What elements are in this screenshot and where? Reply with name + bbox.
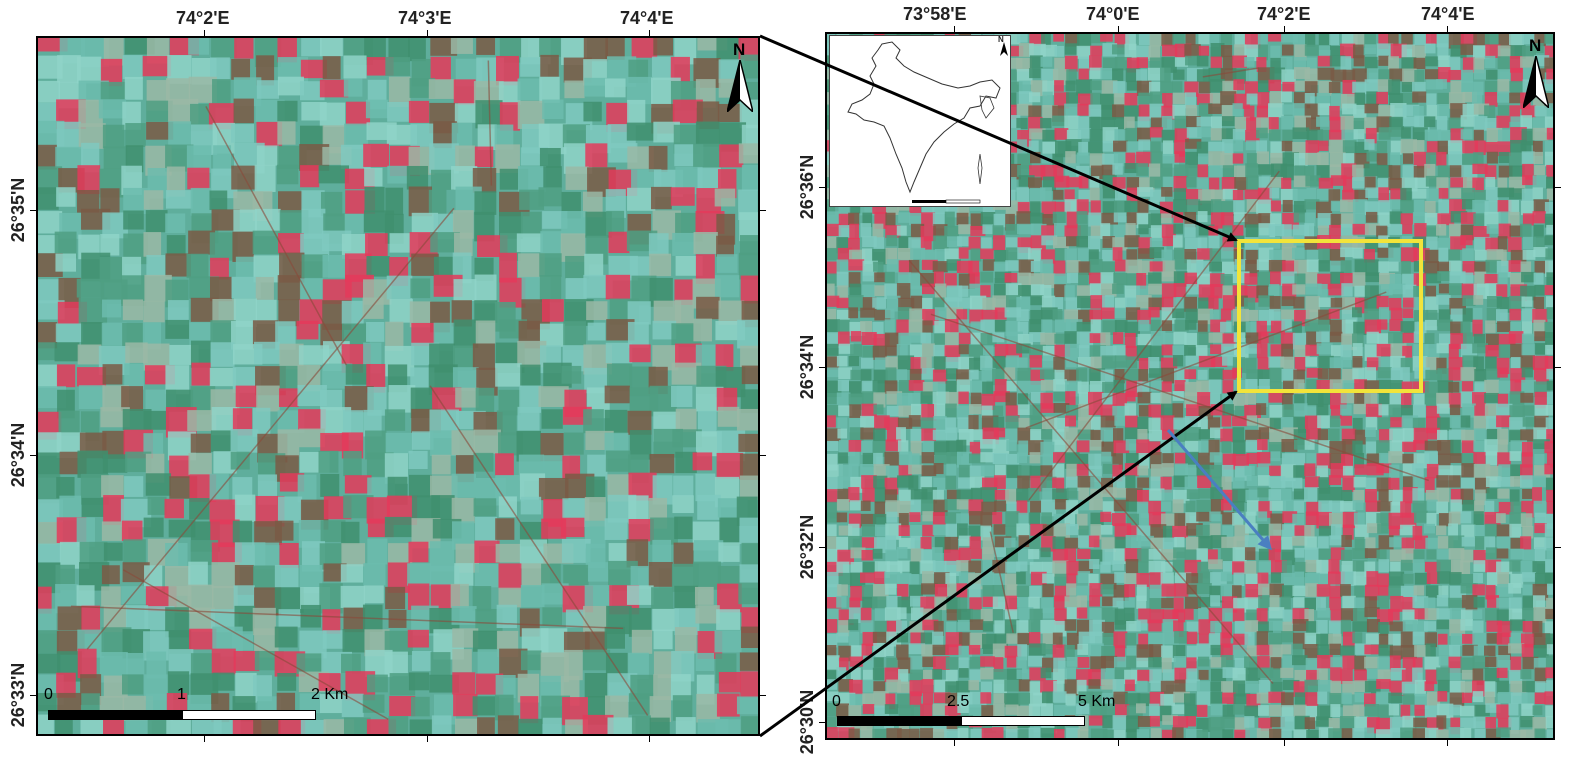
right-scale-mid: 2.5 [947, 693, 970, 710]
right-scale-end: 5 Km [1078, 693, 1116, 710]
india-outline-map [847, 41, 1008, 204]
right-right-tick-mark [1555, 367, 1561, 368]
right-scale-bar-dark [837, 716, 961, 726]
left-top-tick-mark [427, 30, 428, 36]
left-side-tick-3: 26°33'N [8, 662, 28, 728]
right-side-tick-mark [819, 367, 825, 368]
right-top-tick-mark [1284, 26, 1285, 32]
right-bottom-tick-mark [1118, 740, 1119, 746]
left-top-tick-1: 74°2'E [176, 8, 230, 28]
right-top-tick-2: 74°0'E [1086, 4, 1140, 24]
right-side-tick-2: 26°34'N [797, 334, 817, 400]
left-side-tick-mark [30, 695, 36, 696]
left-scale-bar-dark [48, 710, 182, 720]
right-right-tick-mark [1555, 547, 1561, 548]
right-top-tick-4: 74°4'E [1421, 4, 1475, 24]
right-bottom-tick-mark [1447, 740, 1448, 746]
right-north-arrow-icon [1523, 56, 1549, 108]
left-side-tick-1: 26°35'N [8, 177, 28, 243]
right-top-tick-mark [1118, 26, 1119, 32]
left-north-label: N [733, 40, 746, 59]
left-bottom-tick-mark [649, 736, 650, 742]
left-top-tick-3: 74°4'E [620, 8, 674, 28]
right-top-tick-mark [954, 26, 955, 32]
right-side-tick-mark [819, 722, 825, 723]
right-side-tick-1: 26°36'N [797, 154, 817, 220]
right-right-tick-mark [1555, 187, 1561, 188]
left-scale-end: 2 Km [311, 686, 349, 703]
left-right-tick-mark [760, 210, 766, 211]
left-satellite-image [38, 38, 758, 734]
left-top-tick-mark [649, 30, 650, 36]
right-top-tick-1: 73°58'E [903, 4, 967, 24]
right-side-tick-3: 26°32'N [797, 514, 817, 580]
left-map-frame [36, 36, 760, 736]
right-north-label: N [1529, 36, 1542, 55]
right-bottom-tick-mark [954, 740, 955, 746]
right-top-tick-3: 74°2'E [1257, 4, 1311, 24]
left-scale-bar-light [182, 710, 316, 720]
left-side-tick-2: 26°34'N [8, 422, 28, 488]
left-scale-zero: 0 [44, 686, 53, 703]
left-top-tick-mark [204, 30, 205, 36]
india-locator-inset: N [829, 35, 1011, 207]
right-top-tick-mark [1447, 26, 1448, 32]
left-right-tick-mark [760, 695, 766, 696]
right-scale-bar-light [961, 716, 1085, 726]
right-side-tick-mark [819, 547, 825, 548]
left-top-tick-2: 74°3'E [398, 8, 452, 28]
left-scale-mid: 1 [177, 686, 186, 703]
left-north-arrow-icon [727, 60, 753, 112]
right-bottom-tick-mark [1284, 740, 1285, 746]
right-side-tick-4: 26°30'N [797, 689, 817, 755]
right-side-tick-mark [819, 187, 825, 188]
left-bottom-tick-mark [204, 736, 205, 742]
right-scale-zero: 0 [832, 693, 841, 710]
inset-north-label: N [998, 35, 1004, 44]
left-right-tick-mark [760, 455, 766, 456]
left-side-tick-mark [30, 210, 36, 211]
left-bottom-tick-mark [427, 736, 428, 742]
left-side-tick-mark [30, 455, 36, 456]
